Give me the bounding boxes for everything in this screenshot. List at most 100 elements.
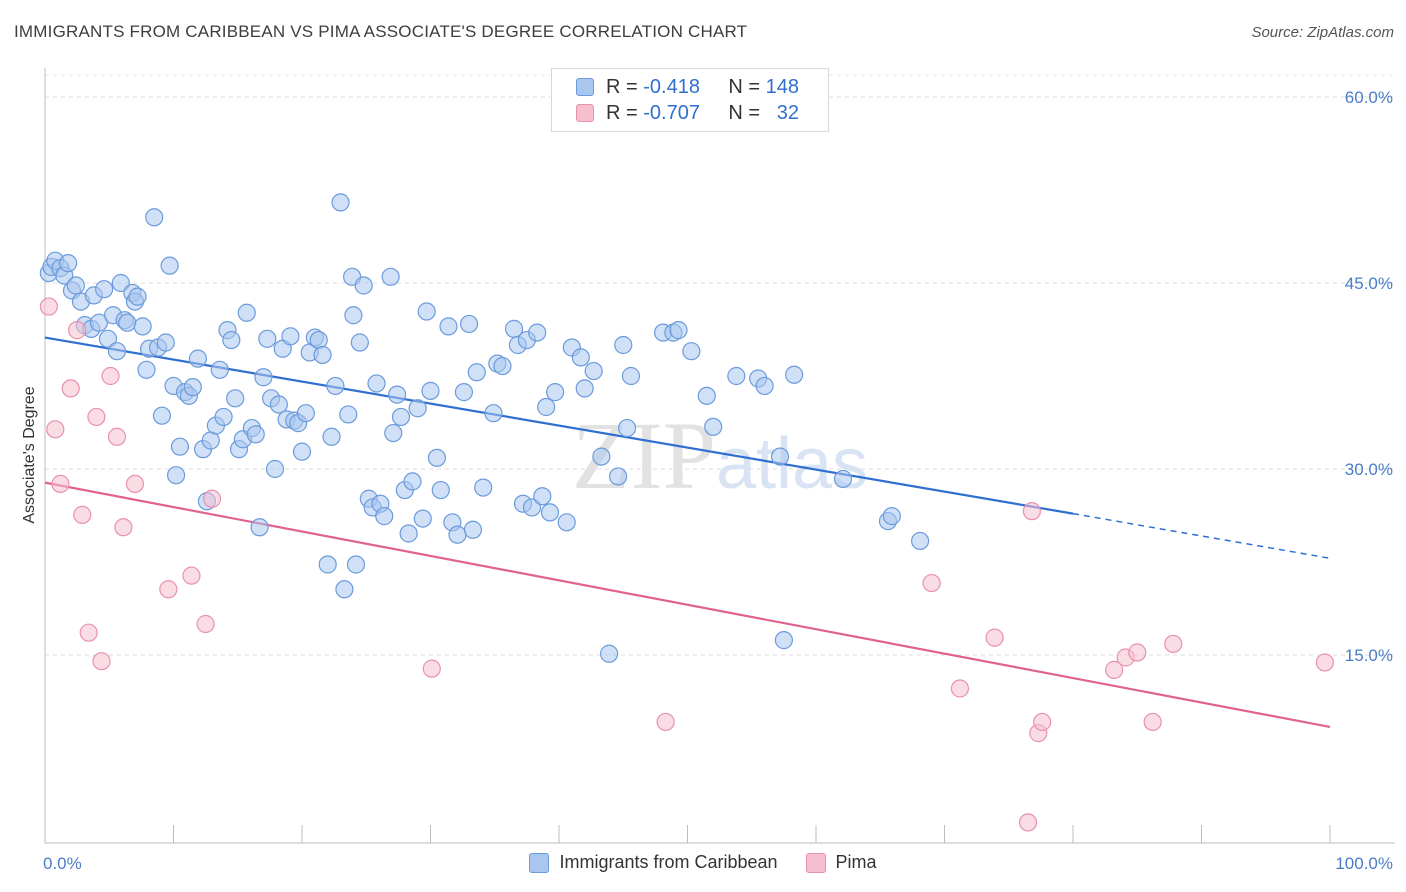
legend-item-pima[interactable]: Pima: [805, 852, 877, 873]
n-label: N =: [728, 75, 761, 98]
caribbean-point: [250, 518, 269, 537]
pima-point: [1128, 643, 1147, 662]
caribbean-point: [463, 520, 483, 539]
caribbean-point: [89, 313, 109, 332]
pima-point: [202, 489, 222, 508]
caribbean-point: [367, 374, 386, 393]
r-label: R =: [606, 101, 638, 124]
pima-point: [1018, 813, 1038, 832]
caribbean-point: [258, 329, 277, 348]
caribbean-point: [226, 389, 245, 408]
caribbean-point: [318, 555, 337, 574]
caribbean-point: [309, 330, 328, 350]
pima-point: [73, 505, 92, 524]
n-value: 32: [776, 101, 799, 124]
chart-title: IMMIGRANTS FROM CARIBBEAN VS PIMA ASSOCI…: [14, 22, 748, 41]
caribbean-point: [592, 447, 611, 466]
caribbean-point: [95, 280, 114, 299]
caribbean-point: [331, 193, 350, 212]
caribbean-point: [584, 361, 603, 381]
caribbean-point: [704, 417, 723, 436]
caribbean-point: [350, 333, 369, 352]
pima-point: [101, 366, 120, 386]
grid-lines: [45, 74, 1395, 656]
caribbean-point: [546, 383, 565, 402]
pima-point: [107, 427, 127, 446]
caribbean-point: [755, 376, 774, 396]
caribbean-point: [621, 366, 641, 386]
caribbean-point: [322, 427, 341, 446]
y-tick-label: 15.0%: [1345, 646, 1393, 665]
legend-item-caribbean[interactable]: Immigrants from Caribbean: [529, 852, 778, 873]
caribbean-point: [296, 404, 315, 423]
caribbean-point: [59, 254, 78, 273]
caribbean-point: [727, 366, 746, 386]
caribbean-point: [575, 379, 594, 398]
pima-point: [61, 379, 80, 398]
caribbean-point: [669, 321, 688, 340]
caribbean-point: [528, 323, 547, 342]
caribbean-point: [107, 342, 127, 361]
caribbean-point: [421, 381, 440, 400]
caribbean-point: [281, 327, 300, 346]
caribbean-point: [354, 276, 373, 295]
caribbean-point: [882, 507, 901, 526]
caribbean-point: [493, 356, 512, 376]
caribbean-point: [618, 418, 637, 438]
pima-point: [125, 474, 145, 493]
pima-point: [1143, 712, 1162, 732]
pima-point: [422, 659, 441, 678]
caribbean-point: [474, 478, 493, 497]
pima-point: [92, 652, 111, 671]
pima-point: [1105, 660, 1124, 679]
caribbean-point: [183, 378, 202, 397]
data-points: [39, 193, 1334, 832]
pima-point: [196, 614, 215, 634]
caribbean-point: [910, 531, 930, 551]
blue-swatch-icon: [576, 78, 594, 96]
caribbean-point: [774, 631, 793, 650]
caribbean-point: [522, 498, 542, 517]
correlation-legend: R = -0.418 N = 148 R = -0.707 N = 32: [551, 68, 829, 132]
source-note: Source: ZipAtlas.com: [1251, 24, 1394, 41]
y-tick-label: 30.0%: [1345, 460, 1393, 479]
x-tick-label: 100.0%: [1335, 854, 1393, 873]
blue-square-icon: [529, 852, 550, 873]
pima-point: [79, 623, 98, 642]
caribbean-point: [614, 335, 633, 355]
caribbean-point: [770, 447, 790, 466]
tick-labels: 15.0% 30.0% 45.0% 60.0% 0.0% 100.0%: [43, 88, 1393, 873]
pima-point: [1033, 712, 1052, 732]
caribbean-point: [346, 555, 366, 574]
caribbean-point: [403, 472, 422, 491]
caribbean-point: [133, 317, 152, 336]
pima-point: [39, 297, 58, 316]
pima-point: [1022, 502, 1041, 521]
caribbean-point: [609, 467, 628, 486]
n-label: N =: [728, 101, 761, 124]
caribbean-point: [214, 407, 233, 427]
legend-label: Immigrants from Caribbean: [559, 852, 778, 872]
pima-point: [922, 573, 941, 593]
caribbean-point: [170, 437, 190, 456]
caribbean-point: [145, 208, 164, 227]
pima-point: [1315, 653, 1334, 672]
caribbean-point: [384, 423, 403, 443]
caribbean-point: [533, 487, 552, 506]
pima-point: [68, 321, 87, 340]
y-tick-label: 60.0%: [1345, 88, 1393, 107]
caribbean-point: [156, 333, 175, 352]
pima-point: [159, 580, 178, 599]
caribbean-point: [540, 503, 560, 522]
caribbean-point: [381, 267, 400, 286]
legend-label: Pima: [835, 852, 877, 872]
caribbean-point: [237, 303, 256, 322]
caribbean-point: [128, 287, 147, 306]
caribbean-point: [166, 466, 186, 485]
caribbean-point: [210, 360, 229, 379]
caribbean-point: [413, 509, 432, 528]
caribbean-point: [137, 360, 156, 379]
pima-point: [950, 679, 970, 698]
caribbean-point: [152, 406, 172, 425]
